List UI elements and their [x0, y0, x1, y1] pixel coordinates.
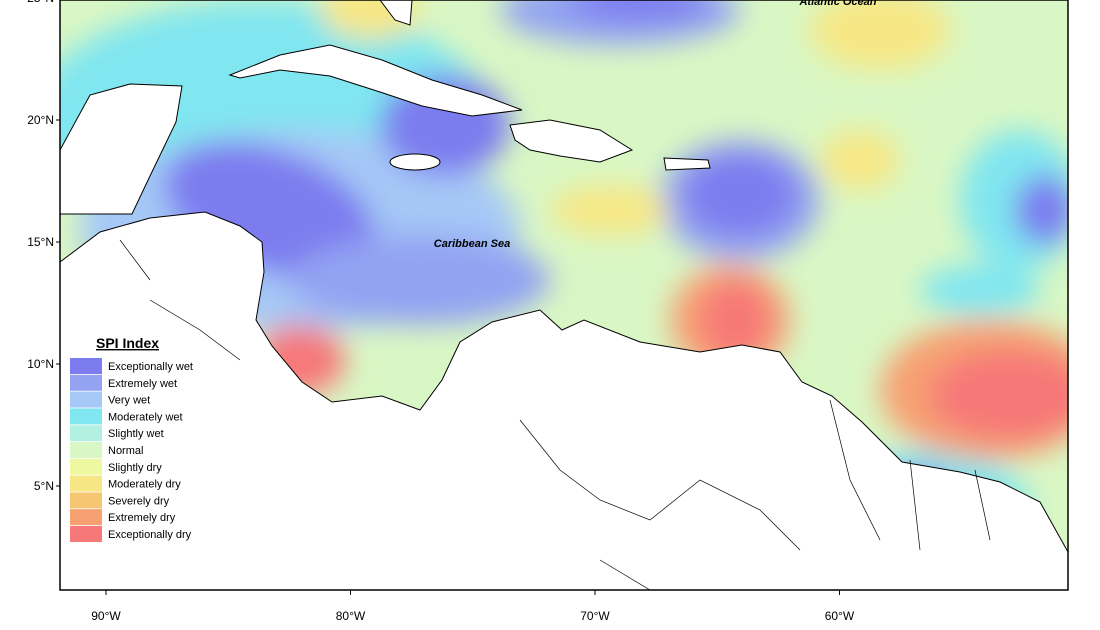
legend-label: Very wet [108, 395, 150, 407]
legend-label: Moderately wet [108, 411, 183, 423]
legend-swatch [70, 492, 102, 509]
legend-swatch [70, 408, 102, 425]
legend: SPI Index Exceptionally wet Extremely wet… [70, 335, 193, 542]
legend-swatch [70, 458, 102, 475]
lat-label: 15°N [27, 235, 54, 249]
legend-label: Normal [108, 445, 143, 457]
legend-label: Exceptionally wet [108, 361, 193, 373]
yucatan [60, 83, 183, 215]
lon-label: 60°W [825, 609, 855, 623]
legend-label: Slightly wet [108, 428, 164, 440]
legend-label: Severely dry [108, 495, 170, 507]
map-frame [59, 0, 1069, 591]
legend-swatch [70, 425, 102, 442]
legend-swatch [70, 442, 102, 458]
legend-swatch [70, 475, 102, 492]
legend-swatch [70, 374, 102, 391]
hispaniola [509, 119, 634, 163]
lat-label: 10°N [27, 357, 54, 371]
lon-label: 80°W [336, 609, 366, 623]
lat-label: 5°N [34, 479, 54, 493]
ocean-label: Atlantic Ocean [798, 0, 876, 8]
legend-swatch [70, 358, 102, 374]
puerto-rico [663, 157, 711, 171]
lon-label: 70°W [580, 609, 610, 623]
legend-swatch [70, 391, 102, 408]
legend-title: SPI Index [96, 335, 159, 351]
sea-label: Caribbean Sea [434, 238, 510, 250]
florida [379, 0, 413, 26]
jamaica [389, 153, 441, 171]
spi-field [60, 0, 1068, 590]
lat-label: 25°N [27, 0, 54, 5]
legend-label: Moderately dry [108, 479, 181, 491]
borders [119, 239, 991, 590]
legend-swatch [70, 509, 102, 526]
lat-label: 20°N [27, 113, 54, 127]
legend-label: Extremely wet [108, 378, 177, 390]
mainland [60, 211, 1068, 590]
lon-label: 90°W [91, 609, 121, 623]
cuba [228, 44, 523, 117]
legend-swatch [70, 526, 102, 542]
legend-label: Extremely dry [108, 512, 176, 524]
legend-label: Slightly dry [108, 462, 162, 474]
legend-label: Exceptionally dry [108, 529, 192, 541]
